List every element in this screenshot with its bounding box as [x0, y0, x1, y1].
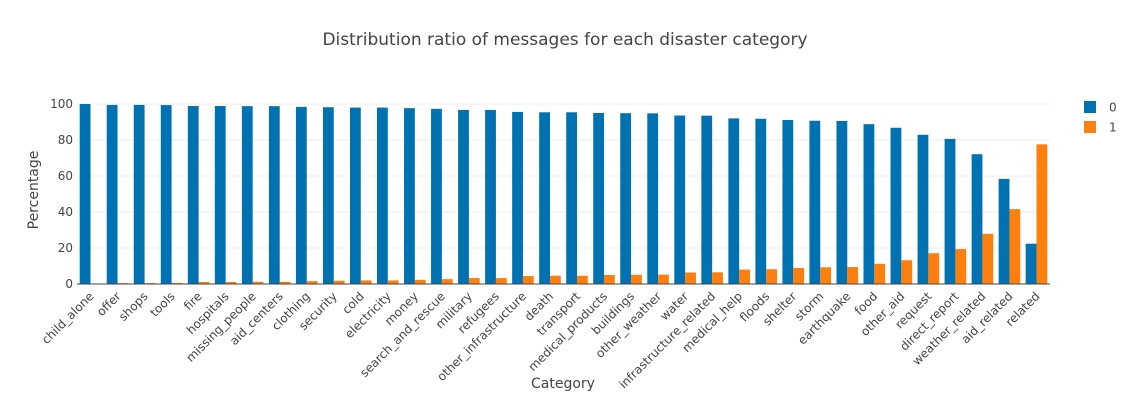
bar-floods-1[interactable]: [766, 269, 778, 284]
bar-fire-0[interactable]: [187, 105, 199, 284]
bar-refugees-0[interactable]: [485, 109, 496, 284]
y-tick-label: 60: [58, 169, 73, 183]
bar-other_infrastructure-1[interactable]: [522, 276, 534, 284]
bar-weather_related-1[interactable]: [982, 233, 994, 284]
bar-death-0[interactable]: [539, 112, 550, 284]
bar-earthquake-0[interactable]: [836, 120, 848, 284]
bar-direct_report-0[interactable]: [944, 138, 956, 284]
bar-medical_products-1[interactable]: [604, 275, 615, 284]
bar-infrastructure_related-0[interactable]: [701, 115, 713, 284]
bar-food-0[interactable]: [863, 124, 875, 284]
bar-floods-0[interactable]: [755, 118, 767, 284]
bar-weather_related-0[interactable]: [971, 154, 983, 284]
bar-infrastructure_related-1[interactable]: [712, 272, 723, 284]
bar-electricity-1[interactable]: [387, 280, 399, 284]
bar-security-1[interactable]: [333, 280, 345, 284]
y-tick-label: 20: [58, 241, 73, 255]
bar-money-1[interactable]: [414, 279, 426, 284]
bar-military-1[interactable]: [468, 278, 480, 284]
y-tick-label: 0: [65, 277, 73, 291]
bar-other_infrastructure-0[interactable]: [512, 111, 523, 284]
bar-military-0[interactable]: [458, 109, 469, 284]
y-axis-ticks: 0 20 40 60 80 100: [50, 97, 73, 291]
bar-aid_centers-1[interactable]: [279, 281, 291, 284]
legend-swatch: [1084, 121, 1096, 133]
bar-water-0[interactable]: [674, 115, 686, 285]
bar-related-1[interactable]: [1036, 144, 1048, 284]
legend-label: 0: [1109, 101, 1117, 115]
legend-label: 1: [1109, 121, 1117, 135]
bar-shelter-1[interactable]: [793, 267, 805, 284]
bar-refugees-1[interactable]: [495, 278, 507, 284]
bar-cold-1[interactable]: [360, 280, 372, 284]
bar-missing_people-1[interactable]: [252, 281, 264, 284]
legend-item-0[interactable]: 0: [1084, 101, 1117, 115]
bar-missing_people-0[interactable]: [241, 106, 253, 284]
x-axis-title: Category: [531, 376, 595, 392]
bars[interactable]: [77, 104, 1050, 285]
bar-medical_products-0[interactable]: [593, 113, 605, 284]
bar-other_aid-1[interactable]: [901, 260, 913, 284]
bar-offer-0[interactable]: [106, 104, 118, 285]
bar-request-1[interactable]: [928, 253, 940, 284]
bar-earthquake-1[interactable]: [847, 267, 859, 284]
bar-shelter-0[interactable]: [782, 120, 794, 285]
bar-other_weather-1[interactable]: [658, 274, 669, 284]
bar-transport-0[interactable]: [566, 112, 578, 284]
bar-buildings-0[interactable]: [620, 113, 632, 285]
legend-item-1[interactable]: 1: [1084, 121, 1117, 135]
bar-search_and_rescue-1[interactable]: [441, 279, 453, 284]
x-tick-label: child_alone: [39, 289, 97, 347]
y-tick-label: 80: [58, 133, 73, 147]
bar-death-1[interactable]: [549, 275, 561, 284]
bar-other_weather-0[interactable]: [647, 113, 659, 284]
bar-search_and_rescue-0[interactable]: [431, 108, 442, 284]
bar-hospitals-0[interactable]: [214, 105, 226, 284]
bar-water-1[interactable]: [685, 272, 696, 284]
y-axis-title: Percentage: [26, 151, 42, 230]
y-tick-label: 100: [50, 97, 73, 111]
bar-request-0[interactable]: [917, 134, 929, 284]
bar-medical_help-1[interactable]: [739, 269, 750, 284]
bar-fire-1[interactable]: [198, 282, 210, 284]
bar-clothing-1[interactable]: [306, 281, 318, 284]
bar-cold-0[interactable]: [349, 107, 361, 284]
bar-security-0[interactable]: [322, 107, 334, 285]
legend[interactable]: 01: [1084, 101, 1117, 135]
bar-buildings-1[interactable]: [631, 274, 642, 284]
bar-transport-1[interactable]: [577, 275, 588, 284]
bar-hospitals-1[interactable]: [225, 282, 237, 284]
bar-aid_related-0[interactable]: [998, 178, 1010, 284]
bar-medical_help-0[interactable]: [728, 118, 740, 285]
bar-tools-1[interactable]: [171, 282, 183, 284]
bar-aid_related-1[interactable]: [1009, 209, 1021, 284]
bar-storm-1[interactable]: [820, 267, 832, 284]
bar-clothing-0[interactable]: [295, 106, 307, 284]
bar-tools-0[interactable]: [160, 105, 172, 284]
bar-other_aid-0[interactable]: [890, 127, 902, 284]
chart-title: Distribution ratio of messages for each …: [322, 30, 807, 50]
x-tick-label: shops: [116, 289, 151, 324]
bar-storm-0[interactable]: [809, 120, 821, 285]
x-tick-label: tools: [147, 289, 177, 319]
bar-electricity-0[interactable]: [377, 107, 388, 284]
gridlines: [77, 103, 1050, 249]
bar-aid_centers-0[interactable]: [268, 106, 280, 284]
bar-related-0[interactable]: [1025, 243, 1037, 284]
legend-swatch: [1084, 101, 1096, 113]
bar-shops-0[interactable]: [133, 104, 145, 285]
bar-direct_report-1[interactable]: [955, 249, 967, 284]
y-tick-label: 40: [58, 205, 73, 219]
bar-child_alone-0[interactable]: [79, 104, 91, 284]
bar-money-0[interactable]: [404, 108, 415, 284]
bar-food-1[interactable]: [874, 263, 886, 284]
